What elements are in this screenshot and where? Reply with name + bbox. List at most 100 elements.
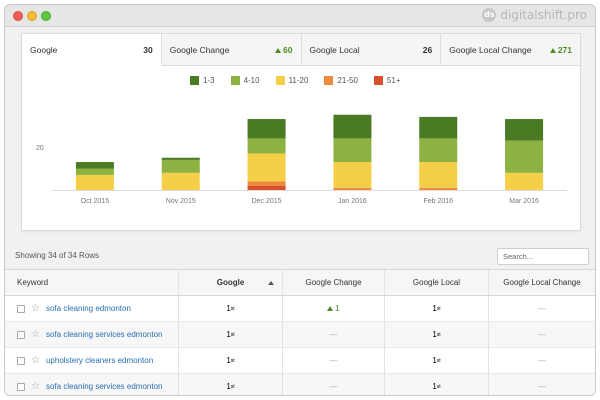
bar-segment [419,187,458,190]
star-icon[interactable]: ☆ [31,328,40,340]
bar-segment [505,119,544,141]
bar-segment [333,114,372,139]
legend-swatch [230,76,240,85]
legend-item-11-20[interactable]: 11-20 [275,76,308,85]
google-local-change: — [538,382,546,391]
google-local-change: — [538,356,546,365]
bar-segment [161,157,200,160]
star-icon[interactable]: ☆ [31,380,40,392]
tab-value: 26 [422,44,433,55]
column-header-label: Google Change [305,278,362,287]
table-header-row: Keyword Google Google Change Google Loca… [5,270,595,296]
rankings-card: Google 30 Google Change 60 Google Local … [21,33,581,231]
legend-item-21-50[interactable]: 21-50 [324,76,358,85]
legend-item-51-plus[interactable]: 51+ [373,76,401,85]
chart-legend: 1-3 4-10 11-20 21-50 51+ [190,76,401,85]
keyword-table: Keyword Google Google Change Google Loca… [5,269,595,395]
google-change: 1 [283,296,385,321]
x-tick-label: Mar 2016 [509,198,539,205]
brand-logo: ds digitalshift.pro [482,8,587,22]
keyword-link[interactable]: sofa cleaning services edmonton [45,330,163,339]
bar-segment [333,162,372,188]
star-icon[interactable]: ☆ [31,354,40,366]
close-window-button[interactable] [13,11,23,21]
column-header-keyword[interactable]: Keyword [5,270,179,295]
legend-item-1-3[interactable]: 1-3 [190,76,215,85]
bar-segment [333,187,372,190]
google-change: — [283,348,385,373]
column-header-google-local[interactable]: Google Local [385,270,489,295]
bar-segment [333,138,372,163]
tab-value: 60 [283,44,293,55]
x-tick-label: Nov 2015 [166,198,196,205]
legend-swatch [275,76,285,85]
column-header-google-local-change[interactable]: Google Local Change [489,270,595,295]
x-tick-label: Oct 2015 [81,198,110,205]
y-tick-label: 20 [36,145,44,152]
google-change: — [283,322,385,347]
bar-segment [247,185,286,190]
engine-tabs: Google 30 Google Change 60 Google Local … [22,34,580,66]
bar-segment [75,168,114,175]
google-change: — [283,374,385,395]
keyword-link[interactable]: upholstery cleaners edmonton [45,356,154,365]
row-checkbox[interactable] [17,356,25,365]
legend-label: 21-50 [337,76,358,85]
bar-segment [419,162,458,188]
column-header-label: Keyword [17,278,49,287]
tab-label: Google [30,44,58,55]
rankings-bar-chart: 20 Oct 2015 Nov 2015 Dec 2015 Jan 2016 Feb 20… [36,114,567,205]
legend-item-4-10[interactable]: 4-10 [230,76,260,85]
star-icon[interactable]: ☆ [31,302,40,314]
keyword-link[interactable]: sofa cleaning services edmonton [45,382,163,391]
row-count-summary: Showing 34 of 34 Rows [15,251,100,260]
browser-window: ds digitalshift.pro Google 30 Google Cha… [4,4,596,396]
brand-mark-icon: ds [482,8,497,22]
legend-swatch [373,76,383,85]
row-checkbox[interactable] [17,304,25,313]
column-header-google-change[interactable]: Google Change [283,270,385,295]
bar-segment [247,138,286,154]
tab-label: Google Local [309,44,360,55]
bar-segment [75,162,114,169]
up-arrow-icon [327,306,334,311]
row-checkbox[interactable] [17,330,25,339]
bar-segment [419,116,458,139]
tab-label: Google Local Change [449,44,532,55]
tab-google-local-change[interactable]: Google Local Change 271 [441,34,580,65]
minimize-window-button[interactable] [27,11,37,21]
keyword-link[interactable]: sofa cleaning edmonton [45,304,131,313]
maximize-window-button[interactable] [41,11,51,21]
x-tick-label: Jan 2016 [338,198,367,205]
legend-label: 1-3 [203,76,215,85]
legend-label: 51+ [386,76,401,85]
tab-value: 271 [557,44,572,55]
google-local-change: — [538,330,546,339]
column-header-google[interactable]: Google [179,270,283,295]
tab-google-change[interactable]: Google Change 60 [161,34,302,65]
search-input[interactable] [497,248,589,265]
bar-segment [75,174,114,190]
legend-label: 4-10 [243,76,260,85]
brand-name: digitalshift.pro [500,8,587,22]
bar-segment [247,181,286,186]
bar-segment [419,138,458,163]
tab-google[interactable]: Google 30 [22,34,162,66]
bar-segment [161,159,200,173]
bar-segment [161,172,200,190]
bar-segment [505,172,544,190]
tab-google-local[interactable]: Google Local 26 [301,34,442,65]
column-header-label: Google [216,278,245,287]
bar-segment [247,119,286,139]
row-checkbox[interactable] [17,382,25,391]
up-arrow-icon [549,47,556,53]
